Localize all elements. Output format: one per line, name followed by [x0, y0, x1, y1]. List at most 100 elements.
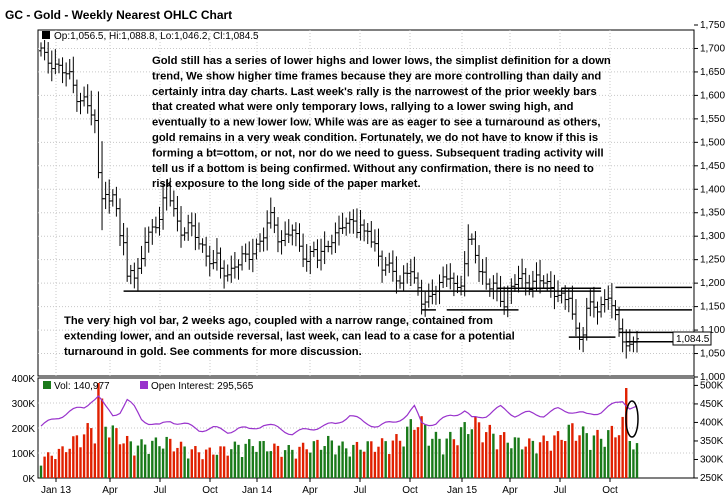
oi-tick-label: 450K: [700, 399, 724, 410]
volume-bar: [614, 437, 617, 478]
volume-bar: [244, 443, 247, 478]
volume-bar: [524, 446, 527, 478]
price-tick-label: 1,300.0: [700, 231, 725, 242]
volume-bar: [219, 446, 222, 478]
volume-bar: [621, 416, 624, 478]
volume-bar: [402, 446, 405, 478]
volume-bar: [395, 434, 398, 478]
volume-bar: [592, 435, 596, 478]
volume-bar: [391, 440, 395, 478]
last-close-box: [672, 331, 712, 346]
volume-tick-label: 0K: [23, 474, 36, 485]
volume-bar: [362, 451, 366, 478]
volume-bar: [610, 425, 614, 478]
oi-tick-label: 500K: [700, 380, 724, 391]
annotation-bottom-line: The very high vol bar, 2 weeks ago, coup…: [64, 315, 493, 327]
volume-tick-label: 200K: [12, 424, 36, 435]
annotation-top: Gold still has a series of lower highs a…: [152, 55, 611, 190]
volume-bar: [337, 445, 341, 478]
volume-bar: [628, 441, 632, 478]
volume-bar: [625, 388, 628, 478]
volume-bar: [341, 441, 344, 478]
volume-bar: [581, 426, 585, 478]
volume-bar: [212, 454, 215, 478]
annotation-top-line: Gold still has a series of lower highs a…: [152, 55, 611, 67]
volume-bar: [118, 444, 122, 478]
volume-bar: [370, 441, 373, 478]
volume-bar: [481, 442, 484, 478]
vol-legend: Vol: 140,977: [54, 381, 110, 392]
oi-legend: Open Interest: 295,565: [151, 381, 254, 392]
chart-title: GC - Gold - Weekly Nearest OHLC Chart: [5, 8, 232, 22]
price-tick-label: 1,200.0: [700, 278, 725, 289]
volume-bar: [258, 441, 262, 478]
volume-bar: [309, 452, 312, 478]
volume-bar: [589, 449, 592, 478]
annotation-top-line: risk exposure to the long side of the pa…: [152, 178, 421, 190]
volume-bar: [413, 429, 416, 478]
open-interest-line: [40, 395, 638, 436]
annotation-top-line: gold remains in a very weak condition. F…: [152, 132, 598, 144]
price-tick-label: 1,150.0: [700, 302, 725, 313]
volume-bar: [510, 448, 513, 478]
oi-tick-label: 400K: [700, 417, 724, 428]
price-tick-label: 1,500.0: [700, 137, 725, 148]
price-tick-label: 1,650.0: [700, 67, 725, 78]
ohlc-series: [39, 40, 639, 359]
volume-bar: [506, 442, 509, 478]
oi-legend-swatch: [140, 381, 148, 389]
volume-bar: [262, 440, 265, 478]
volume-bar: [82, 434, 86, 478]
price-tick-label: 1,350.0: [700, 208, 725, 219]
volume-bar: [327, 435, 330, 478]
annotation-bottom: The very high vol bar, 2 weeks ago, coup…: [64, 315, 515, 358]
volume-bar: [251, 446, 255, 478]
volume-bar: [50, 455, 53, 478]
volume-bar: [301, 442, 305, 478]
volume-bar: [556, 431, 560, 478]
time-tick-label: Oct: [202, 485, 218, 496]
volume-bar: [513, 437, 517, 478]
volume-bar: [61, 446, 64, 478]
volume-bar: [54, 459, 57, 478]
price-tick-label: 1,250.0: [700, 255, 725, 266]
volume-bar: [265, 451, 269, 478]
volume-bar: [79, 447, 82, 478]
volume-bar: [398, 440, 402, 478]
x-axis: Jan 13 Apr Jul Oct Jan 14 Apr Jul Oct Jan 15 Apr J…: [41, 30, 618, 496]
volume-bar: [355, 441, 359, 478]
volume-bar: [230, 449, 233, 478]
volume-bar: [563, 441, 567, 478]
volume-bar: [578, 435, 581, 478]
volume-bar: [39, 465, 43, 478]
volume-bar: [115, 428, 118, 478]
volume-bar: [495, 449, 499, 478]
time-tick-label: Jul: [354, 485, 367, 496]
volume-bar: [603, 446, 606, 478]
price-panel: [37, 29, 695, 377]
volume-bar: [312, 441, 316, 478]
volume-bar: [409, 419, 413, 478]
volume-bar: [75, 435, 79, 478]
volume-bar: [632, 449, 635, 478]
volume-bar: [316, 439, 319, 478]
ohlc-readout: Op:1,056.5, Hi:1,088.8, Lo:1,046.2, Cl:1…: [54, 31, 259, 42]
volume-bar: [617, 435, 621, 478]
volume-bar: [535, 453, 538, 478]
volume-bar: [197, 452, 201, 478]
volume-bar: [237, 444, 240, 478]
volume-bar: [194, 446, 197, 478]
time-tick-label: Jul: [554, 485, 567, 496]
volume-panel: [37, 377, 695, 479]
volume-bar: [172, 451, 176, 478]
price-grid: [38, 47, 694, 355]
volume-bar: [520, 449, 524, 478]
volume-bar: [108, 437, 111, 478]
volume-bar: [287, 445, 290, 478]
volume-bar: [406, 426, 409, 478]
volume-bar: [423, 424, 427, 478]
annotation-bottom-line: turnaround in gold. See comments for mor…: [64, 346, 362, 358]
volume-bar: [380, 438, 384, 478]
volume-bar: [449, 431, 452, 478]
